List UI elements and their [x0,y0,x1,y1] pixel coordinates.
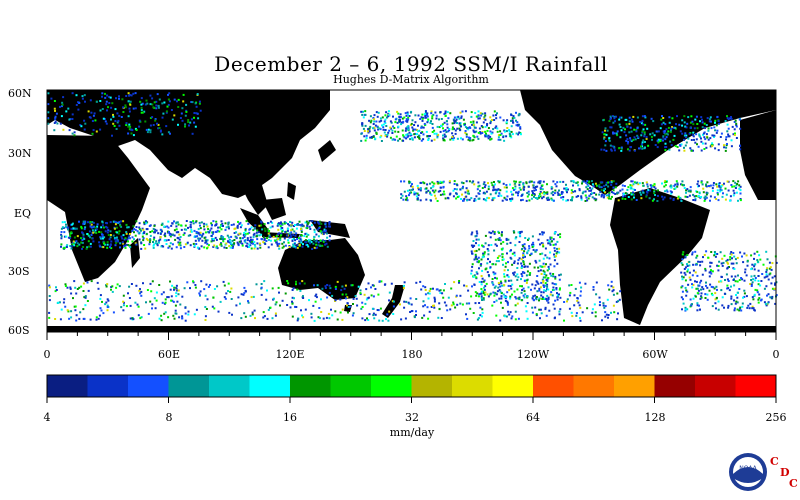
lon-label-0: 0 [44,348,51,361]
lat-label-60s: 60S [8,324,30,337]
sumatra [240,208,270,235]
logo-letter-c1: C [770,455,779,468]
lon-label-60e: 60E [158,348,180,361]
colorbar-tick-16: 16 [283,411,297,424]
colorbar-tick-32: 32 [405,411,419,424]
colorbar-cell [695,375,736,397]
lon-label-60w: 60W [642,348,668,361]
lat-label-eq: EQ [14,207,31,220]
madagascar [130,238,140,268]
colorbar-tick-128: 128 [645,411,666,424]
colorbar-cell [614,375,655,397]
colorbar-frame [46,374,777,398]
colorbar [46,375,777,403]
lon-label-120w: 120W [517,348,550,361]
eurasia [47,90,330,198]
noaa-logo-text: NOAA [739,465,757,472]
colorbar-cell [47,375,88,397]
rainfall-pattern [47,92,778,322]
lat-label-30n: 30N [8,147,32,160]
colorbar-cell [654,375,696,397]
lat-label-30s: 30S [8,265,30,278]
colorbar-cell [371,375,412,397]
noaa-logo-icon: NOAA [729,453,767,491]
colorbar-cell [87,375,129,397]
lon-label-120e: 120E [275,348,304,361]
colorbar-tick-4: 4 [44,411,51,424]
lon-ticks [46,332,777,340]
japan [318,140,336,162]
lat-label-60n: 60N [8,87,32,100]
colorbar-tick-8: 8 [166,411,173,424]
logo-letter-c2: C [789,477,798,490]
colorbar-cell [330,375,372,397]
colorbar-cell [209,375,250,397]
colorbar-cell [290,375,331,397]
europe-east [740,110,776,200]
indochina [238,180,268,215]
south-america [610,188,710,325]
lon-label-180: 180 [402,348,423,361]
colorbar-unit: mm/day [390,426,435,439]
antarctica-edge [47,326,776,332]
colorbar-cell [533,375,574,397]
colorbar-cell [128,375,169,397]
colorbar-cell [249,375,291,397]
philippines [287,182,296,200]
colorbar-cell [735,375,777,397]
colorbar-cell [452,375,493,397]
colorbar-tick-256: 256 [766,411,787,424]
logo-letter-d: D [780,466,790,479]
colorbar-cell [411,375,453,397]
map-subtitle: Hughes D-Matrix Algorithm [333,73,489,86]
map-title: December 2 – 6, 1992 SSM/I Rainfall [214,52,608,76]
colorbar-cell [168,375,210,397]
colorbar-cell [573,375,615,397]
colorbar-cell [492,375,534,397]
lon-label-0-end: 0 [773,348,780,361]
north-america [520,90,776,195]
colorbar-tick-64: 64 [526,411,540,424]
borneo [262,198,286,220]
